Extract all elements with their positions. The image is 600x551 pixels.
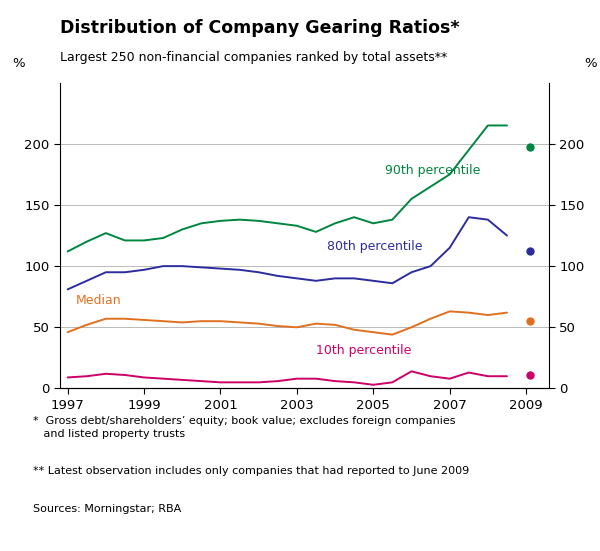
Text: 90th percentile: 90th percentile [385,164,480,177]
Text: 10th percentile: 10th percentile [316,344,412,357]
Text: Sources: Morningstar; RBA: Sources: Morningstar; RBA [33,504,181,514]
Text: ** Latest observation includes only companies that had reported to June 2009: ** Latest observation includes only comp… [33,466,469,476]
Text: Median: Median [75,294,121,307]
Text: Largest 250 non-financial companies ranked by total assets**: Largest 250 non-financial companies rank… [60,51,447,64]
Text: *  Gross debt/shareholders’ equity; book value; excludes foreign companies
   an: * Gross debt/shareholders’ equity; book … [33,416,455,439]
Text: Distribution of Company Gearing Ratios*: Distribution of Company Gearing Ratios* [60,19,460,37]
Text: %: % [12,57,25,71]
Text: %: % [584,57,597,71]
Text: 80th percentile: 80th percentile [328,240,423,253]
